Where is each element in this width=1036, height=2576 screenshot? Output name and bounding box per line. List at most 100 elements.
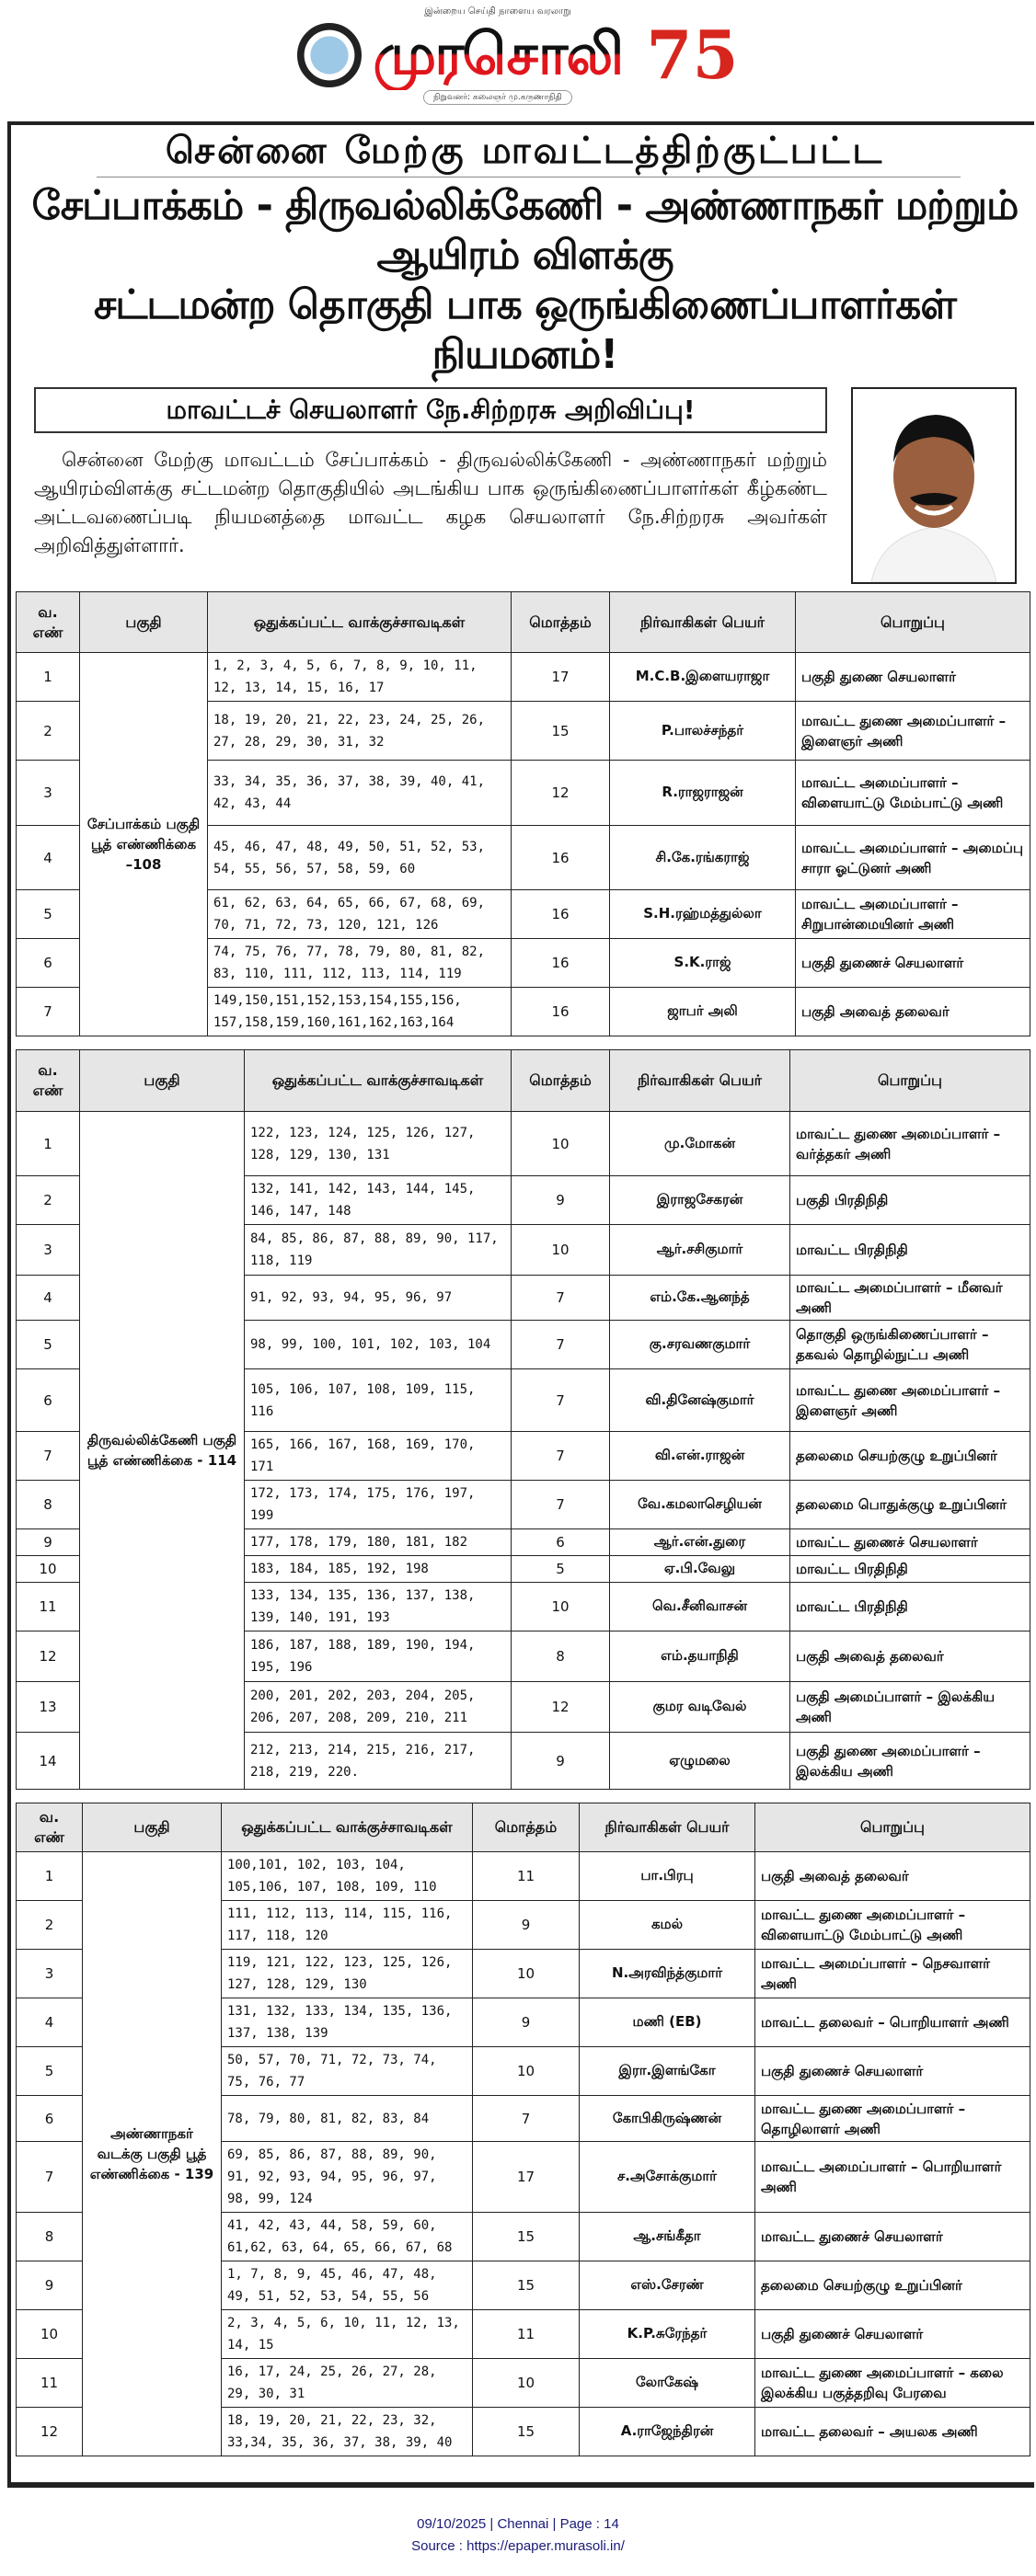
table-row: 8 172, 173, 174, 175, 176, 197, 199 7 வே.கம…: [16, 1480, 1030, 1529]
header-total: மொத்தம்: [472, 1803, 580, 1852]
header-area: பகுதி: [82, 1803, 222, 1852]
masthead-title-block: இன்றைய செய்தி நாளைய வரலாறு முரசொலி நிறுவ…: [373, 6, 624, 105]
serial-number: 2: [16, 701, 80, 761]
table-header-row: வ. எண் பகுதி ஒதுக்கப்பட்ட வாக்குச்சாவடிகள்…: [16, 1803, 1030, 1852]
serial-number: 7: [16, 1431, 80, 1481]
anniversary-emblem: 75: [633, 18, 739, 92]
serial-number: 2: [16, 1175, 80, 1225]
table-row: 6 105, 106, 107, 108, 109, 115, 116 7 வி.தி…: [16, 1368, 1030, 1432]
table-row: 5 50, 57, 70, 71, 72, 73, 74, 75, 76, 77 1…: [16, 2046, 1030, 2096]
booth-total: 12: [511, 1681, 610, 1733]
header-total: மொத்தம்: [511, 591, 610, 653]
booth-numbers: 91, 92, 93, 94, 95, 96, 97: [244, 1275, 512, 1321]
serial-number: 4: [16, 1275, 80, 1321]
header-serial: வ. எண்: [16, 1049, 80, 1112]
serial-number: 5: [16, 1320, 80, 1369]
table-row: 5 61, 62, 63, 64, 65, 66, 67, 68, 69, 70,…: [16, 889, 1030, 939]
party-seal-icon: [297, 23, 363, 87]
coordinator-name: பா.பிரபு: [579, 1851, 755, 1901]
footer-source: Source : https://epaper.murasoli.in/: [411, 2538, 625, 2554]
booth-total: 9: [472, 1998, 580, 2047]
serial-number: 3: [16, 1949, 83, 1998]
page-footer: 09/10/2025 | Chennai | Page : 14 Source …: [0, 2513, 1036, 2576]
header-role: பொறுப்பு: [795, 591, 1030, 653]
coordinator-role: பகுதி துணைச் செயலாளர்: [754, 2046, 1030, 2096]
header-role: பொறுப்பு: [789, 1049, 1030, 1112]
coordinator-role: பகுதி பிரதிநிதி: [789, 1175, 1030, 1225]
header-name: நிர்வாகிகள் பெயர்: [579, 1803, 755, 1852]
coordinator-role: மாவட்ட துணை அமைப்பாளர் – கலை இலக்கிய பகு…: [754, 2358, 1030, 2408]
booth-total: 12: [511, 760, 610, 826]
coordinator-name: வெ.சீனிவாசன்: [609, 1582, 790, 1631]
serial-number: 1: [16, 652, 80, 702]
serial-number: 11: [16, 1582, 80, 1631]
coordinator-role: தலைமை பொதுக்குழு உறுப்பினர்: [789, 1480, 1030, 1529]
coordinator-role: தலைமை செயற்குழு உறுப்பினர்: [754, 2261, 1030, 2310]
booth-total: 9: [511, 1732, 610, 1790]
table-row: 14 212, 213, 214, 215, 216, 217, 218, 219…: [16, 1732, 1030, 1790]
booth-numbers: 78, 79, 80, 81, 82, 83, 84: [221, 2095, 473, 2142]
table-row: 4 45, 46, 47, 48, 49, 50, 51, 52, 53, 54,…: [16, 825, 1030, 890]
coordinator-name: ஆ.சங்கீதா: [579, 2212, 755, 2261]
coordinator-role: மாவட்ட அமைப்பாளர் – நெசவாளர் அணி: [754, 1949, 1030, 1998]
coordinator-role: பகுதி அவைத் தலைவர்: [795, 987, 1030, 1036]
serial-number: 4: [16, 825, 80, 890]
header-name: நிர்வாகிகள் பெயர்: [609, 591, 796, 653]
coordinator-name: ஆர்.சசிகுமார்: [609, 1224, 790, 1276]
coordinator-name: எஸ்.சேரண்: [579, 2261, 755, 2310]
booth-total: 11: [472, 1851, 580, 1901]
person-photo: [851, 387, 1017, 584]
serial-number: 6: [16, 1368, 80, 1432]
booth-total: 15: [511, 701, 610, 761]
article-body: சென்னை மேற்கு மாவட்டம் சேப்பாக்கம் - திர…: [34, 449, 827, 556]
booth-numbers: 172, 173, 174, 175, 176, 197, 199: [244, 1480, 512, 1529]
coordinator-role: பகுதி துணைச் செயலாளர்: [754, 2309, 1030, 2359]
table-row: 2 111, 112, 113, 114, 115, 116, 117, 118,…: [16, 1900, 1030, 1950]
booth-total: 9: [511, 1175, 610, 1225]
coordinator-name: S.H.ரஹ்மத்துல்லா: [609, 889, 796, 939]
serial-number: 11: [16, 2358, 83, 2408]
coordinator-role: மாவட்ட தலைவர் – அயலக அணி: [754, 2407, 1030, 2456]
coordinator-name: ஜாபர் அலி: [609, 987, 796, 1036]
header-booths: ஒதுக்கப்பட்ட வாக்குச்சாவடிகள்: [207, 591, 512, 653]
booth-total: 16: [511, 938, 610, 988]
booth-numbers: 18, 19, 20, 21, 22, 23, 24, 25, 26, 27, …: [207, 701, 512, 761]
coordinator-name: K.P.சுரேந்தர்: [579, 2309, 755, 2359]
booth-total: 8: [511, 1631, 610, 1682]
coordinator-name: வி.என்.ராஜன்: [609, 1431, 790, 1481]
booth-numbers: 132, 141, 142, 143, 144, 145, 146, 147, …: [244, 1175, 512, 1225]
booth-numbers: 111, 112, 113, 114, 115, 116, 117, 118, …: [221, 1900, 473, 1950]
serial-number: 1: [16, 1111, 80, 1176]
serial-number: 3: [16, 760, 80, 826]
booth-numbers: 105, 106, 107, 108, 109, 115, 116: [244, 1368, 512, 1432]
coordinator-name: எம்.தயாநிதி: [609, 1631, 790, 1682]
booth-numbers: 74, 75, 76, 77, 78, 79, 80, 81, 82, 83, …: [207, 938, 512, 988]
serial-number: 9: [16, 2261, 83, 2310]
table-row: 6 74, 75, 76, 77, 78, 79, 80, 81, 82, 83,…: [16, 938, 1030, 988]
booth-total: 10: [472, 1949, 580, 1998]
booth-total: 9: [472, 1900, 580, 1950]
coordinator-name: N.அரவிந்த்குமார்: [579, 1949, 755, 1998]
coordinator-role: மாவட்ட அமைப்பாளர் – சிறுபான்மையினர் அணி: [795, 889, 1030, 939]
booth-numbers: 165, 166, 167, 168, 169, 170, 171: [244, 1431, 512, 1481]
masthead-name: முரசொலி: [373, 18, 624, 90]
header-booths: ஒதுக்கப்பட்ட வாக்குச்சாவடிகள்: [244, 1049, 512, 1112]
booth-total: 10: [472, 2046, 580, 2096]
booth-numbers: 149,150,151,152,153,154,155,156, 157,158…: [207, 987, 512, 1036]
booth-numbers: 33, 34, 35, 36, 37, 38, 39, 40, 41, 42, …: [207, 760, 512, 826]
booth-numbers: 2, 3, 4, 5, 6, 10, 11, 12, 13, 14, 15: [221, 2309, 473, 2359]
booth-numbers: 133, 134, 135, 136, 137, 138, 139, 140, …: [244, 1582, 512, 1631]
table-row: 1 திருவல்லிக்கேணி பகுதி பூத் எண்ணிக்கை - …: [16, 1111, 1030, 1790]
header-booths: ஒதுக்கப்பட்ட வாக்குச்சாவடிகள்: [221, 1803, 473, 1852]
table-row: 6 78, 79, 80, 81, 82, 83, 84 7 கோபிகிருஷ்ணன…: [16, 2095, 1030, 2142]
coordinator-role: மாவட்ட துணைச் செயலாளர்: [789, 1528, 1030, 1556]
coordinator-role: மாவட்ட அமைப்பாளர் – விளையாட்டு மேம்பாட்ட…: [795, 760, 1030, 826]
booth-numbers: 84, 85, 86, 87, 88, 89, 90, 117, 118, 11…: [244, 1224, 512, 1276]
masthead-founder-line: நிறுவனர்: கலைஞர் மு.கருணாநிதி: [422, 90, 572, 105]
coordinator-role: பகுதி அவைத் தலைவர்: [754, 1851, 1030, 1901]
coordinator-role: மாவட்ட துணை அமைப்பாளர் – இளைஞர் அணி: [789, 1368, 1030, 1432]
serial-number: 8: [16, 1480, 80, 1529]
coordinator-role: மாவட்ட பிரதிநிதி: [789, 1224, 1030, 1276]
coordinator-role: மாவட்ட துணைச் செயலாளர்: [754, 2212, 1030, 2261]
booth-numbers: 186, 187, 188, 189, 190, 194, 195, 196: [244, 1631, 512, 1682]
